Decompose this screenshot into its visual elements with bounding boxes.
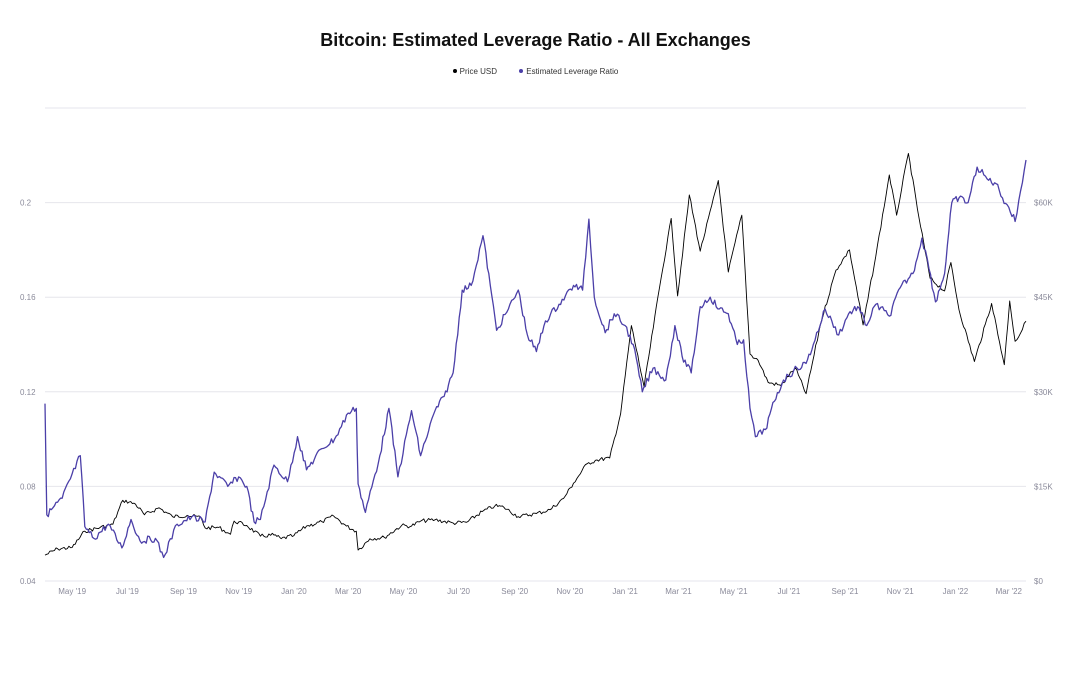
y-left-tick-label-1: 0.08 [20,482,36,491]
y-right-tick-label-3: $45K [1034,293,1053,302]
y-left-tick-label-3: 0.16 [20,293,36,302]
x-tick-label-4: Jan '20 [281,587,307,596]
x-tick-label-15: Nov '21 [887,587,914,596]
y-right-tick-label-4: $60K [1034,199,1053,208]
series-line-leverage [44,159,1027,559]
legend-dot-price-icon [452,69,457,73]
x-tick-label-5: Mar '20 [335,587,362,596]
series-line-price [44,152,1027,556]
y-left-tick-label-2: 0.12 [20,388,36,397]
x-tick-label-9: Nov '20 [556,587,583,596]
x-tick-label-11: Mar '21 [665,587,692,596]
x-tick-label-17: Mar '22 [996,587,1023,596]
x-tick-label-16: Jan '22 [943,587,969,596]
y-right-tick-label-2: $30K [1034,388,1053,397]
x-tick-label-14: Sep '21 [832,587,859,596]
x-tick-label-8: Sep '20 [501,587,528,596]
y-right-tick-label-1: $15K [1034,482,1053,491]
legend-item-leverage[interactable]: Estimated Leverage Ratio [519,67,618,76]
x-tick-label-10: Jan '21 [612,587,638,596]
x-tick-label-13: Jul '21 [777,587,800,596]
legend-label-leverage: Estimated Leverage Ratio [526,66,619,76]
y-left-tick-label-0: 0.04 [20,577,36,586]
legend-label-price: Price USD [459,66,498,76]
x-tick-label-6: May '20 [389,587,417,596]
y-left-tick-label-4: 0.2 [20,199,32,208]
chart-title: Bitcoin: Estimated Leverage Ratio - All … [320,30,751,50]
x-tick-label-3: Nov '19 [225,587,252,596]
x-tick-label-7: Jul '20 [447,587,470,596]
legend-dot-leverage-icon [519,69,524,73]
y-right-tick-label-0: $0 [1034,577,1043,586]
legend-item-price[interactable]: Price USD [452,66,498,76]
legend: Price USD Estimated Leverage Ratio [0,66,1071,76]
x-tick-label-0: May '19 [58,587,86,596]
x-tick-label-2: Sep '19 [170,587,197,596]
x-tick-label-1: Jul '19 [116,587,139,596]
x-tick-label-12: May '21 [720,587,748,596]
